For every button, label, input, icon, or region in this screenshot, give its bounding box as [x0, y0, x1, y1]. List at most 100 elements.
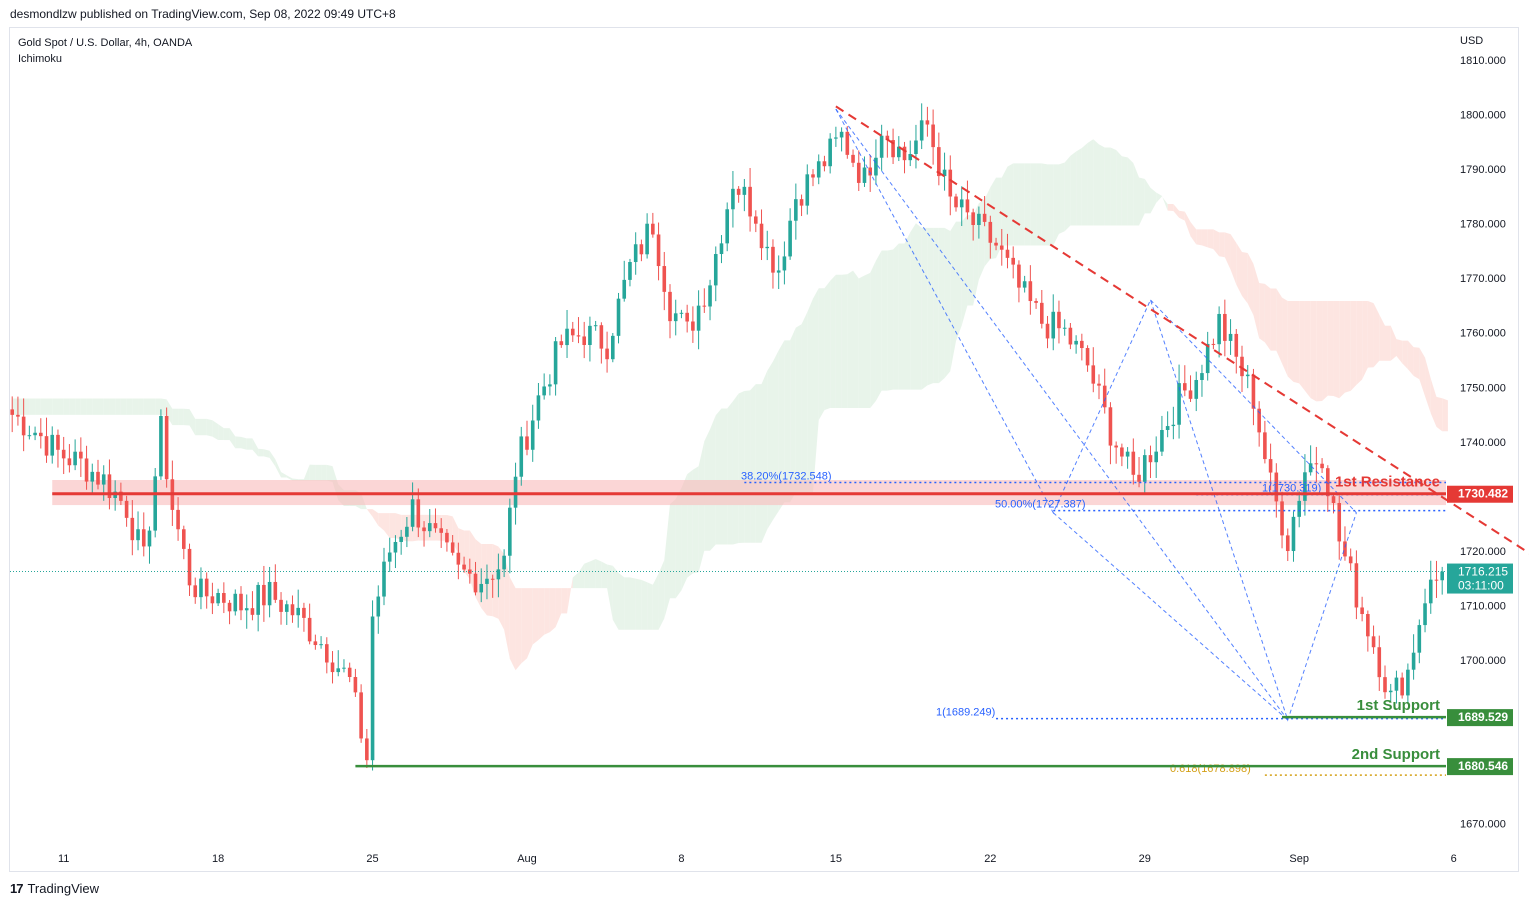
price-tick-label: 1800.000 [1460, 110, 1506, 122]
candle-body [79, 451, 83, 459]
candle-body [1080, 340, 1084, 349]
cloud-segment [1196, 229, 1202, 246]
key-level-name: 1st Resistance [1335, 474, 1440, 491]
cloud-segment [1099, 144, 1105, 226]
cloud-segment [149, 398, 156, 415]
cloud-segment [1242, 251, 1248, 304]
candle-body [1120, 447, 1124, 457]
level-price-badge [1447, 758, 1513, 776]
candle-body [1102, 385, 1107, 408]
candle-body [1417, 625, 1422, 653]
cloud-segment [1184, 211, 1191, 237]
candle-body [788, 220, 792, 257]
candle-body [450, 542, 455, 553]
cloud-segment [732, 393, 739, 545]
cloud-segment [618, 572, 625, 630]
fib-level-label: 38.20%(1732.548) [741, 470, 832, 482]
candlesticks [10, 103, 1444, 771]
candle-body [1303, 472, 1307, 501]
candle-body [90, 471, 95, 482]
cloud-segment [1253, 263, 1260, 339]
cloud-segment [841, 274, 848, 409]
candle-body [233, 593, 238, 612]
cloud-segment [1430, 378, 1437, 427]
cloud-segment [1030, 163, 1037, 246]
cloud-segment [1110, 147, 1117, 226]
cloud-segment [881, 250, 888, 391]
candle-body [931, 124, 935, 148]
harmonic-ce-line [1150, 299, 1357, 514]
candle-body [633, 244, 638, 263]
cloud-segment [1396, 339, 1403, 364]
cloud-segment [572, 572, 579, 589]
cloud-segment [744, 390, 751, 543]
cloud-segment [601, 561, 608, 589]
candle-body [588, 325, 592, 345]
candle-body [879, 135, 884, 158]
cloud-segment [567, 577, 573, 614]
candle-body [1308, 463, 1313, 473]
cloud-segment [1018, 163, 1025, 246]
cloud-segment [807, 298, 813, 492]
candle-body [267, 581, 272, 606]
tradingview-brand[interactable]: 17 TradingView [10, 881, 99, 896]
candle-body [244, 608, 249, 611]
candle-body [719, 243, 724, 255]
level-price-value: 1680.546 [1458, 759, 1508, 773]
candle-body [410, 499, 415, 527]
cloud-segment [847, 270, 854, 409]
cloud-segment [698, 441, 705, 573]
cloud-segment [321, 464, 327, 481]
candle-body [1068, 327, 1073, 345]
symbol-title[interactable]: Gold Spot / U.S. Dollar, 4h, OANDA [18, 37, 193, 49]
time-tick-label: 15 [830, 853, 842, 865]
cloud-segment [738, 390, 745, 544]
candle-body [942, 169, 947, 177]
candle-body [782, 256, 787, 271]
candle-body [725, 209, 729, 244]
candle-body [1200, 373, 1204, 380]
cloud-segment [183, 408, 190, 426]
candle-body [1125, 451, 1130, 457]
cloud-segment [1402, 340, 1408, 370]
cloud-segment [1207, 229, 1214, 250]
cloud-segment [658, 560, 665, 630]
cloud-segment [98, 398, 104, 415]
time-tick-label: 29 [1139, 853, 1151, 865]
candle-body [897, 146, 901, 158]
candle-body [713, 254, 718, 286]
cloud-segment [63, 398, 70, 415]
cloud-segment [229, 428, 236, 449]
candle-body [307, 617, 312, 642]
price-tick-label: 1770.000 [1460, 273, 1506, 285]
fib-level-label: 1(1689.249) [936, 707, 995, 719]
candle-body [1040, 302, 1044, 324]
candle-body [1240, 356, 1244, 377]
cloud-segment [1127, 157, 1134, 226]
candle-body [479, 583, 484, 593]
price-axis[interactable]: 1810.000 1800.000 1790.000 1780.000 1770.000… [10, 55, 1513, 831]
cloud-segment [527, 588, 533, 659]
cloud-segment [315, 464, 322, 481]
candle-body [347, 667, 352, 678]
cloud-segment [1070, 151, 1077, 226]
candle-body [376, 596, 381, 617]
candle-body [868, 167, 872, 176]
cloud-segment [1150, 187, 1157, 214]
candle-body [496, 569, 501, 580]
cloud-segment [961, 215, 968, 326]
cloud-segment [40, 398, 47, 415]
candle-body [67, 458, 72, 466]
indicator-name[interactable]: Ichimoku [18, 53, 63, 65]
candle-body [462, 564, 466, 570]
level-price-value: 1730.482 [1458, 487, 1508, 501]
cloud-segment [904, 232, 911, 390]
time-tick-label: 22 [984, 853, 996, 865]
cloud-segment [824, 280, 831, 411]
cloud-segment [309, 464, 316, 481]
cloud-segment [996, 177, 1002, 259]
cloud-segment [366, 509, 373, 517]
cloud-segment [1173, 203, 1180, 218]
time-axis[interactable]: 11 18 25 Aug 8 15 22 29 Sep 6 [58, 853, 1457, 865]
